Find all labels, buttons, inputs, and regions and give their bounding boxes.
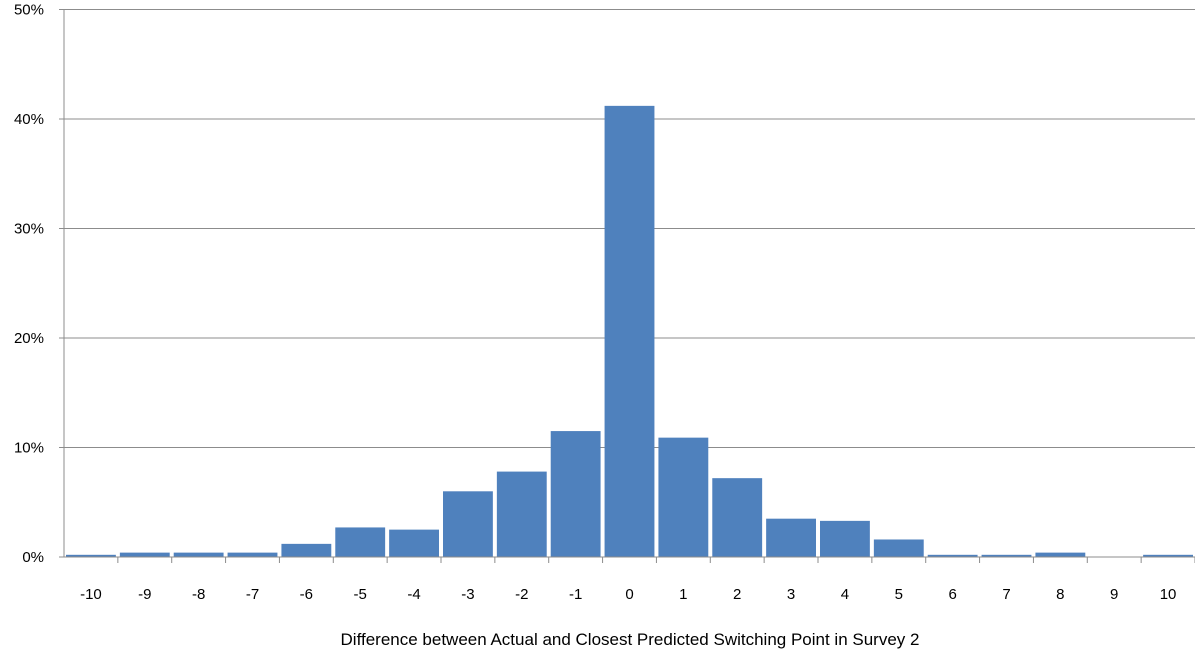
y-tick-label: 0% <box>22 549 44 566</box>
x-tick-label: 9 <box>1110 586 1118 603</box>
x-axis-title: Difference between Actual and Closest Pr… <box>341 630 920 649</box>
axes <box>63 9 1195 558</box>
bar <box>766 518 816 557</box>
y-tick-label: 10% <box>14 440 44 457</box>
x-tick-label: 3 <box>787 586 795 603</box>
bar <box>119 552 170 557</box>
bar <box>820 520 870 557</box>
x-tick-label: 10 <box>1160 586 1177 603</box>
x-tick-label: 6 <box>948 586 956 603</box>
x-tick-label: -5 <box>354 586 367 603</box>
bar <box>66 554 116 557</box>
x-tick-label: 5 <box>895 586 903 603</box>
bar <box>604 105 655 558</box>
x-tick-label: -6 <box>300 586 313 603</box>
y-tick-label: 20% <box>14 330 44 347</box>
bar <box>927 554 978 557</box>
bar <box>496 471 547 557</box>
bar <box>873 539 924 557</box>
y-tick-label: 40% <box>14 111 44 128</box>
bar <box>227 552 278 557</box>
x-tick-label: 7 <box>1002 586 1010 603</box>
bar <box>173 552 224 557</box>
bar <box>981 554 1032 557</box>
x-tick-label: -3 <box>461 586 474 603</box>
x-tick-label: 4 <box>841 586 849 603</box>
bar <box>550 431 601 557</box>
x-tick-label: 1 <box>679 586 687 603</box>
x-tick-label: -1 <box>569 586 582 603</box>
x-tick-label: -4 <box>407 586 420 603</box>
y-tick-labels: 0% 10% 20% 30% 40% 50% <box>14 2 64 566</box>
x-tick-label: -7 <box>246 586 259 603</box>
bar <box>1143 554 1193 557</box>
y-tick-label: 30% <box>14 221 44 238</box>
x-tick-label: 2 <box>733 586 741 603</box>
x-tick-label: -2 <box>515 586 528 603</box>
bar <box>712 478 763 557</box>
x-tick-label: 0 <box>625 586 633 603</box>
x-tick-labels: -10 -9 -8 -7 -6 -5 -4 -3 -2 -1 0 1 2 3 4 5 6 7 8 9 10 <box>80 557 1195 603</box>
bars <box>66 105 1193 558</box>
x-tick-label: -9 <box>138 586 151 603</box>
bar <box>443 491 493 557</box>
y-tick-label: 50% <box>14 2 44 19</box>
bar <box>1035 552 1086 557</box>
x-tick-label: -10 <box>80 586 102 603</box>
x-tick-label: -8 <box>192 586 205 603</box>
x-tick-label: 8 <box>1056 586 1064 603</box>
bar <box>389 529 439 557</box>
bar <box>658 437 709 557</box>
bar <box>335 527 386 557</box>
bar <box>281 543 332 557</box>
